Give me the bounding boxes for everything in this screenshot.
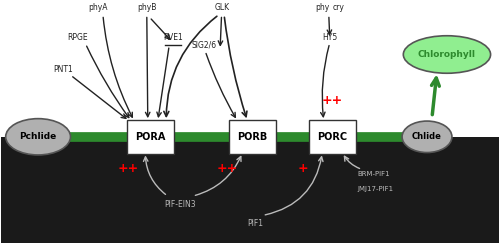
Text: ++: ++ xyxy=(217,162,238,175)
Text: Pchlide: Pchlide xyxy=(20,132,57,141)
Text: PORC: PORC xyxy=(317,132,348,142)
Text: RVE1: RVE1 xyxy=(163,33,182,42)
Text: Chlide: Chlide xyxy=(412,132,442,141)
Text: ++: ++ xyxy=(322,93,343,107)
Text: PIF-EIN3: PIF-EIN3 xyxy=(164,200,196,209)
Ellipse shape xyxy=(6,119,70,155)
Text: Chlorophyll: Chlorophyll xyxy=(418,50,476,59)
Text: PORA: PORA xyxy=(135,132,166,142)
Text: cry: cry xyxy=(333,3,344,12)
Text: BRM-PIF1: BRM-PIF1 xyxy=(357,171,390,177)
Text: ++: ++ xyxy=(117,162,138,175)
Text: HY5: HY5 xyxy=(322,33,338,42)
Text: RPGE: RPGE xyxy=(68,33,88,42)
Text: phy: phy xyxy=(315,3,330,12)
Text: SIG2/6: SIG2/6 xyxy=(192,41,216,50)
Ellipse shape xyxy=(404,36,490,73)
Bar xyxy=(0,1,500,137)
Bar xyxy=(0,137,500,243)
FancyBboxPatch shape xyxy=(126,120,174,154)
FancyBboxPatch shape xyxy=(229,120,276,154)
Text: PNT1: PNT1 xyxy=(53,65,73,74)
FancyBboxPatch shape xyxy=(308,120,356,154)
Text: phyB: phyB xyxy=(137,3,156,12)
Ellipse shape xyxy=(402,121,452,152)
Text: PIF1: PIF1 xyxy=(247,219,263,228)
Text: GLK: GLK xyxy=(215,3,230,12)
Text: +: + xyxy=(298,162,308,175)
Text: JMJ17-PIF1: JMJ17-PIF1 xyxy=(357,186,394,193)
Text: PORB: PORB xyxy=(238,132,268,142)
Text: phyA: phyA xyxy=(88,3,108,12)
